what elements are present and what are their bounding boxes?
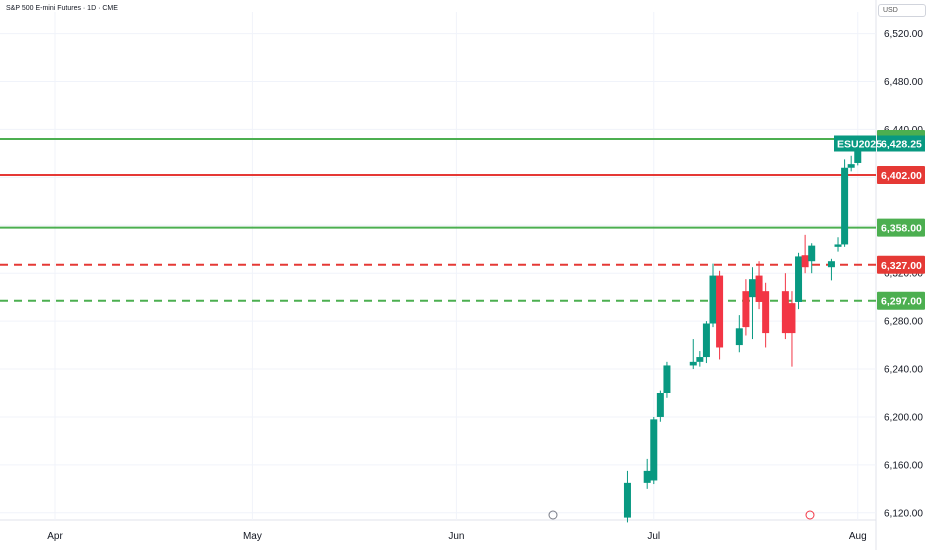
y-tick-label: 6,320.00 bbox=[884, 269, 923, 280]
x-tick-label: Aug bbox=[849, 531, 867, 542]
y-tick-label: 6,480.00 bbox=[884, 77, 923, 88]
x-tick-label: Jun bbox=[448, 531, 464, 542]
candle-body bbox=[755, 275, 763, 302]
level-tag-label: 6,358.00 bbox=[881, 223, 922, 235]
candle-body bbox=[788, 303, 796, 334]
level-tag-bg bbox=[877, 165, 925, 184]
dividend-event-icon[interactable] bbox=[548, 510, 558, 520]
candle-body bbox=[781, 291, 789, 334]
x-tick-labels: Apr May Jun Jul Aug bbox=[47, 531, 866, 542]
y-tick-label: 6,240.00 bbox=[884, 365, 923, 376]
candle-body bbox=[696, 357, 704, 362]
earnings-event-icon[interactable] bbox=[805, 510, 815, 520]
symbol-tag-bg bbox=[834, 135, 876, 152]
candle-body bbox=[808, 245, 816, 262]
symbol-tag: ESU2025 bbox=[837, 138, 882, 150]
currency-selector[interactable]: USD bbox=[878, 4, 926, 17]
chart-title: S&P 500 E-mini Futures · 1D · CME bbox=[6, 5, 118, 12]
candle-body bbox=[623, 482, 631, 518]
y-tick-label: 6,520.00 bbox=[884, 29, 923, 40]
grid bbox=[0, 12, 876, 520]
level-tag-bg bbox=[877, 291, 925, 310]
y-tick-label: 6,280.00 bbox=[884, 317, 923, 328]
level-tags: 6,432.006,402.006,358.006,327.006,297.00… bbox=[834, 130, 925, 310]
x-tick-label: May bbox=[243, 531, 262, 542]
last-price-tag: 6,428.25 bbox=[881, 138, 922, 150]
candle-body bbox=[801, 255, 809, 268]
candles bbox=[623, 139, 862, 523]
y-tick-labels: 6,520.006,480.006,440.006,400.006,360.00… bbox=[884, 29, 923, 519]
level-tag-label: 6,297.00 bbox=[881, 296, 922, 308]
candle-body bbox=[735, 328, 743, 346]
x-tick-label: Apr bbox=[47, 531, 63, 542]
candle-body bbox=[748, 279, 756, 298]
y-tick-label: 6,120.00 bbox=[884, 508, 923, 519]
candle-body bbox=[643, 470, 651, 483]
candle-body bbox=[847, 164, 855, 168]
candle-body bbox=[795, 256, 803, 302]
candle-body bbox=[834, 244, 842, 247]
candle-body bbox=[762, 291, 770, 334]
level-tag-label: 6,402.00 bbox=[881, 170, 922, 182]
candle-body bbox=[656, 393, 664, 417]
x-tick-label: Jul bbox=[647, 531, 660, 542]
candle-body bbox=[854, 142, 862, 163]
level-tag-bg bbox=[877, 255, 925, 274]
candle-body bbox=[827, 261, 835, 268]
candle-body bbox=[841, 167, 849, 245]
candle-body bbox=[716, 275, 724, 348]
candle-body bbox=[702, 323, 710, 358]
level-tag-label: 6,327.00 bbox=[881, 260, 922, 272]
candle-body bbox=[663, 365, 671, 393]
candle-body bbox=[689, 361, 697, 366]
candle-body bbox=[709, 275, 717, 324]
y-tick-label: 6,160.00 bbox=[884, 460, 923, 471]
candle-body bbox=[650, 419, 658, 481]
last-price-tag-bg bbox=[877, 135, 925, 152]
candle-body bbox=[742, 291, 750, 328]
event-markers bbox=[548, 510, 815, 520]
levels bbox=[0, 138, 876, 302]
y-tick-label: 6,200.00 bbox=[884, 412, 923, 423]
level-tag-bg bbox=[877, 218, 925, 237]
